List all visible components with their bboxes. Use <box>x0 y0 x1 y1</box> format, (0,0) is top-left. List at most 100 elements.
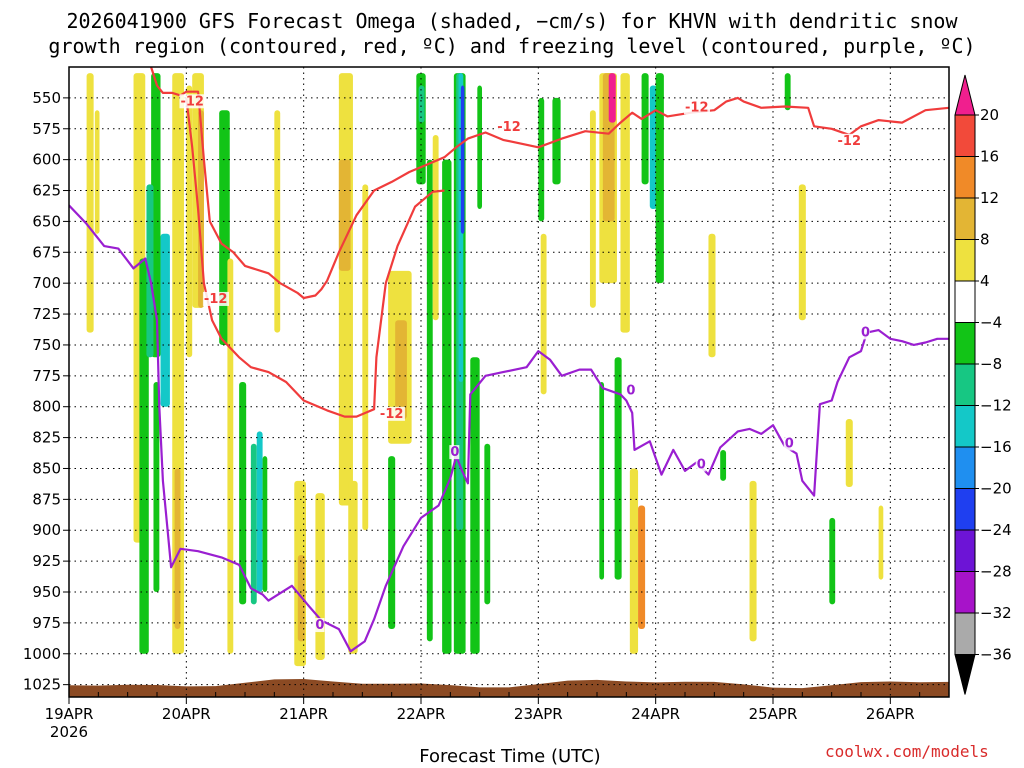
y-tick-label: 975 <box>32 614 61 632</box>
omega-cell <box>219 110 230 345</box>
colorbar-label: −32 <box>980 604 1012 622</box>
colorbar-arrow-bottom <box>954 654 976 695</box>
omega-cell <box>86 73 94 333</box>
freezing-contour-label: 0 <box>314 618 324 633</box>
omega-cell <box>160 233 170 407</box>
colorbar-swatch <box>954 571 976 614</box>
freezing-contour-label: 0 <box>783 436 794 451</box>
label-text: -12 <box>180 94 204 109</box>
omega-cell <box>629 468 639 654</box>
label-bg <box>625 383 636 398</box>
y-tick-label: 825 <box>32 429 61 447</box>
omega-shading <box>86 73 884 667</box>
y-axis: 550 575 600 625 650 675 700 725 750 775 800 825 850 8… <box>23 89 69 694</box>
contour-labels: -12 -12 -12 -12 -12 -12 0 0 0 0 0 0 <box>179 94 870 633</box>
colorbar-swatch <box>954 612 976 655</box>
label-text: -12 <box>497 120 521 135</box>
y-tick-label: 550 <box>32 89 61 107</box>
omega-cell <box>274 110 281 333</box>
colorbar-label: −16 <box>980 438 1012 456</box>
label-text: 0 <box>861 325 870 340</box>
label-bg <box>314 618 325 633</box>
dendritic-contour-label: -12 <box>202 291 229 307</box>
colorbar-swatch <box>954 529 976 572</box>
colorbar-label: −24 <box>980 521 1012 539</box>
dendritic-contour-label: -12 <box>496 120 523 135</box>
omega-cell <box>460 85 465 234</box>
colorbar-swatch <box>954 156 976 199</box>
colorbar-label: 4 <box>980 272 990 290</box>
x-tick-label: 25APR <box>749 705 798 723</box>
colorbar-swatch <box>954 280 976 323</box>
label-text: 0 <box>785 436 794 451</box>
x-axis-title: Forecast Time (UTC) <box>419 746 600 767</box>
freezing-contour-label: 0 <box>860 325 870 340</box>
freezing-level-contour <box>69 204 949 653</box>
dendritic-upper-contour <box>150 67 949 300</box>
colorbar-label: −20 <box>980 480 1012 498</box>
chart-title-line2: growth region (contoured, red, ºC) and f… <box>48 34 975 58</box>
y-tick-label: 925 <box>32 552 61 570</box>
omega-cell <box>348 480 358 654</box>
dendritic-contour-label: -12 <box>684 100 710 115</box>
y-tick-label: 775 <box>32 367 61 385</box>
omega-cell <box>250 443 257 605</box>
colorbar-label: −36 <box>980 646 1012 664</box>
label-text: 0 <box>315 618 324 633</box>
colorbar-arrow-top <box>954 74 976 116</box>
y-tick-label: 900 <box>32 521 61 539</box>
y-tick-label: 875 <box>32 490 61 508</box>
x-tick-label: 20APR <box>162 705 211 723</box>
omega-cell <box>388 456 396 630</box>
omega-cell <box>174 468 181 630</box>
omega-cell <box>426 159 433 642</box>
freezing-contour-label: 0 <box>695 457 706 472</box>
omega-cell <box>599 382 605 580</box>
label-text: 0 <box>697 457 706 472</box>
dendritic-contour-label: -12 <box>179 94 206 109</box>
colorbar-label: 8 <box>980 231 990 249</box>
y-tick-label: 725 <box>32 305 61 323</box>
omega-cell <box>227 258 234 654</box>
omega-cell <box>608 73 616 123</box>
x-tick-label: 23APR <box>514 705 563 723</box>
y-tick-label: 625 <box>32 182 61 200</box>
omega-cell <box>620 73 630 333</box>
omega-cell <box>649 85 657 210</box>
colorbar-swatch <box>954 239 976 282</box>
omega-cell <box>94 110 100 234</box>
y-tick-label: 575 <box>32 120 61 138</box>
omega-cell <box>798 184 806 321</box>
omega-cell <box>338 73 353 506</box>
colorbar-label: −12 <box>980 397 1012 415</box>
omega-cell <box>484 443 491 605</box>
omega-cell <box>153 382 160 592</box>
x-start-year: 2026 <box>50 723 88 741</box>
colorbar-label: −8 <box>980 355 1002 373</box>
label-text: -12 <box>380 407 404 422</box>
y-tick-label: 1000 <box>23 645 61 663</box>
label-text: -12 <box>838 134 862 149</box>
x-tick-label: 19APR <box>45 705 94 723</box>
label-bg <box>449 445 460 460</box>
colorbar-label: −4 <box>980 314 1002 332</box>
label-bg <box>496 120 523 135</box>
label-text: -12 <box>204 292 228 307</box>
omega-cell <box>784 73 791 111</box>
label-bg <box>202 291 229 306</box>
x-tick-label: 24APR <box>631 705 680 723</box>
label-bg <box>783 436 794 451</box>
omega-cell <box>477 85 483 210</box>
x-tick-label: 22APR <box>397 705 446 723</box>
omega-cell <box>470 357 480 654</box>
label-bg <box>836 133 863 148</box>
y-tick-label: 650 <box>32 212 61 230</box>
omega-cell <box>139 258 149 654</box>
label-bg <box>179 94 206 109</box>
omega-cell <box>432 134 439 321</box>
chart-title-line1: 2026041900 GFS Forecast Omega (shaded, −… <box>66 9 958 33</box>
colorbar-label: 12 <box>980 189 999 207</box>
credit-text: coolwx.com/models <box>825 742 989 761</box>
terrain-fill <box>69 679 949 697</box>
y-tick-label: 950 <box>32 583 61 601</box>
